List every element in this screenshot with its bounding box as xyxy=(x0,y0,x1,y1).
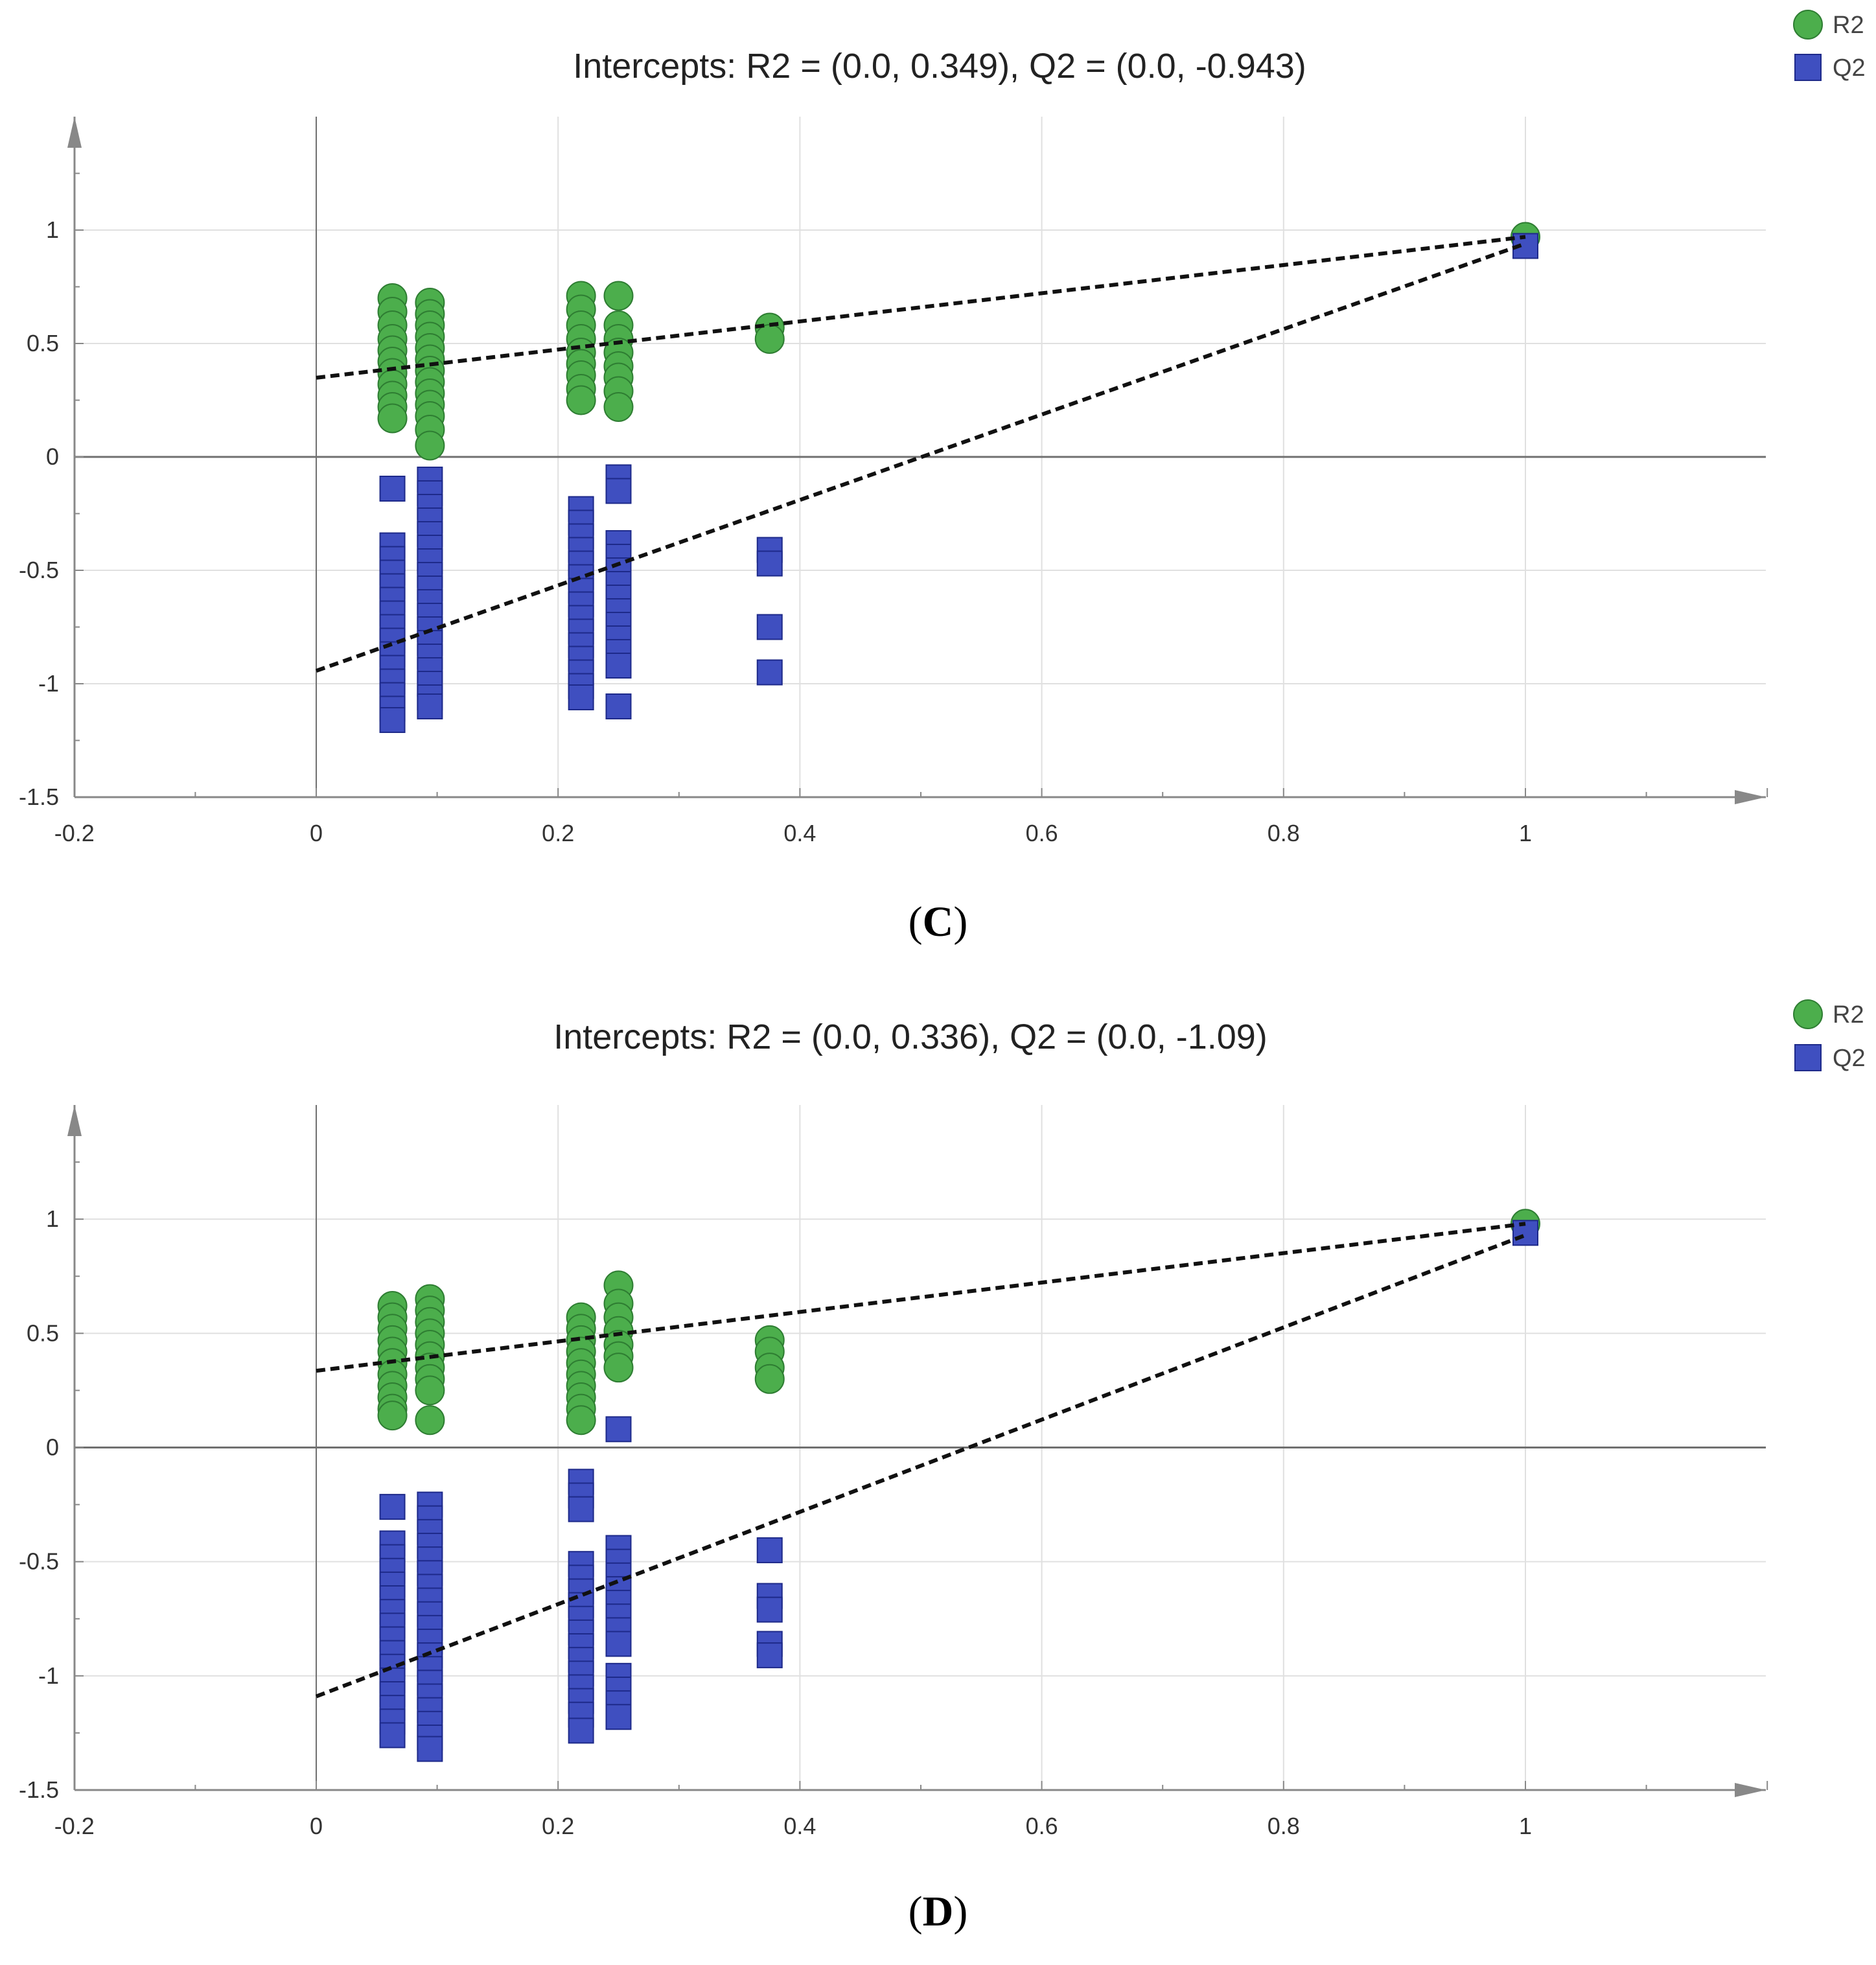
x-tick-label: 0.2 xyxy=(542,1813,574,1839)
y-tick-label: 0 xyxy=(46,443,59,470)
r2-point xyxy=(377,1401,408,1431)
q2-point xyxy=(379,1494,406,1520)
q2-point xyxy=(605,478,632,504)
r2-point xyxy=(415,1375,445,1406)
q2-point xyxy=(417,1736,443,1762)
q2-point xyxy=(379,707,406,733)
r2-point xyxy=(377,403,408,434)
r2-point xyxy=(603,281,634,311)
y-tick-label: -1.5 xyxy=(19,1776,59,1803)
q2-point xyxy=(756,1596,783,1623)
x-tick-label: 0.6 xyxy=(1026,1813,1058,1839)
q2-point xyxy=(605,653,632,679)
q2-point xyxy=(605,1631,632,1657)
q2-point xyxy=(1512,1220,1538,1246)
panel-d-title: Intercepts: R2 = (0.0, 0.336), Q2 = (0.0… xyxy=(553,1017,1268,1056)
panel-c-series-r2 xyxy=(377,222,1540,461)
panel-label-c: (C) xyxy=(908,898,968,946)
x-tick-label: 0 xyxy=(310,1813,323,1839)
q2-point xyxy=(605,1416,632,1443)
panel-d-series-r2 xyxy=(377,1209,1540,1436)
panel-c-series-q2 xyxy=(379,233,1538,733)
y-tick-label: 0.5 xyxy=(27,330,59,356)
x-tick-label: 0 xyxy=(310,820,323,846)
x-tick-label: 1 xyxy=(1519,1813,1532,1839)
y-tick-label: 1 xyxy=(46,1205,59,1232)
x-axis-arrow xyxy=(1735,790,1766,804)
y-tick-label: 0 xyxy=(46,1434,59,1461)
y-axis-arrow xyxy=(67,1105,82,1136)
q2-point xyxy=(379,1722,406,1749)
legend-r2-label: R2 xyxy=(1833,1001,1864,1029)
y-axis-arrow xyxy=(67,117,82,148)
panel-d-legend: R2 Q2 xyxy=(1793,999,1866,1072)
y-tick-label: -1.5 xyxy=(19,784,59,810)
panel-d: -0.2 0 0.2 0.4 0.6 0.8 1 -1.5 -1 -0.5 0 0.5 1 Interce… xyxy=(19,999,1866,1839)
q2-point xyxy=(417,693,443,719)
q2-point xyxy=(756,1642,783,1669)
panel-d-axes: -0.2 0 0.2 0.4 0.6 0.8 1 -1.5 -1 -0.5 0 0.5 1 xyxy=(19,1105,1768,1839)
regression-line-r2 xyxy=(316,1222,1526,1373)
q2-point xyxy=(568,1496,594,1522)
x-tick-label: 0.8 xyxy=(1268,820,1300,846)
regression-line-r2 xyxy=(316,235,1526,380)
panel-c-axes: -0.2 0 0.2 0.4 0.6 0.8 1 -1.5 -1 -0.5 0 0.5 1 xyxy=(19,117,1768,846)
r2-point xyxy=(415,1405,445,1436)
x-tick-label: -0.2 xyxy=(54,1813,95,1839)
x-tick-label: 0.8 xyxy=(1268,1813,1300,1839)
r2-point xyxy=(415,430,445,461)
x-tick-label: 0.6 xyxy=(1026,820,1058,846)
r2-point xyxy=(603,1353,634,1383)
panel-c-legend: R2 Q2 xyxy=(1793,10,1866,82)
panel-c-title: Intercepts: R2 = (0.0, 0.349), Q2 = (0.0… xyxy=(573,47,1306,86)
r2-point xyxy=(566,1405,596,1436)
q2-point xyxy=(568,1717,594,1744)
legend-r2-label: R2 xyxy=(1833,12,1864,39)
x-tick-label: -0.2 xyxy=(54,820,95,846)
legend-r2-circle-icon xyxy=(1793,999,1823,1029)
panel-label-d-letter: D xyxy=(922,1888,954,1935)
legend-q2-label: Q2 xyxy=(1833,54,1866,82)
q2-point xyxy=(756,550,783,577)
legend-q2-square-icon xyxy=(1794,1044,1822,1071)
legend-r2-circle-icon xyxy=(1793,10,1823,40)
r2-point xyxy=(754,1364,785,1394)
panel-c: -0.2 0 0.2 0.4 0.6 0.8 1 -1.5 -1 -0.5 0 0.5 1 Interce… xyxy=(19,10,1866,846)
y-tick-label: -1 xyxy=(38,670,59,697)
q2-point xyxy=(379,476,406,502)
panel-label-d: (D) xyxy=(908,1888,968,1935)
x-tick-label: 0.2 xyxy=(542,820,574,846)
y-tick-label: -0.5 xyxy=(19,557,59,583)
r2-point xyxy=(603,392,634,422)
x-tick-label: 0.4 xyxy=(783,1813,816,1839)
x-tick-label: 0.4 xyxy=(783,820,816,846)
y-tick-label: -0.5 xyxy=(19,1548,59,1575)
r2-point xyxy=(566,385,596,415)
q2-point xyxy=(568,684,594,710)
panel-d-series-q2 xyxy=(379,1220,1538,1762)
regression-line-q2 xyxy=(315,1233,1527,1699)
q2-point xyxy=(605,1704,632,1730)
x-axis-arrow xyxy=(1735,1783,1766,1797)
x-tick-label: 1 xyxy=(1519,820,1532,846)
r2-point xyxy=(754,324,785,354)
legend-q2-label: Q2 xyxy=(1833,1045,1866,1072)
y-tick-label: -1 xyxy=(38,1662,59,1689)
q2-point xyxy=(756,659,783,686)
legend-q2-square-icon xyxy=(1794,54,1822,81)
y-tick-label: 1 xyxy=(46,216,59,243)
q2-point xyxy=(756,1537,783,1564)
y-tick-label: 0.5 xyxy=(27,1320,59,1346)
q2-point xyxy=(756,614,783,640)
panel-label-c-letter: C xyxy=(922,898,954,946)
q2-point xyxy=(605,693,632,719)
